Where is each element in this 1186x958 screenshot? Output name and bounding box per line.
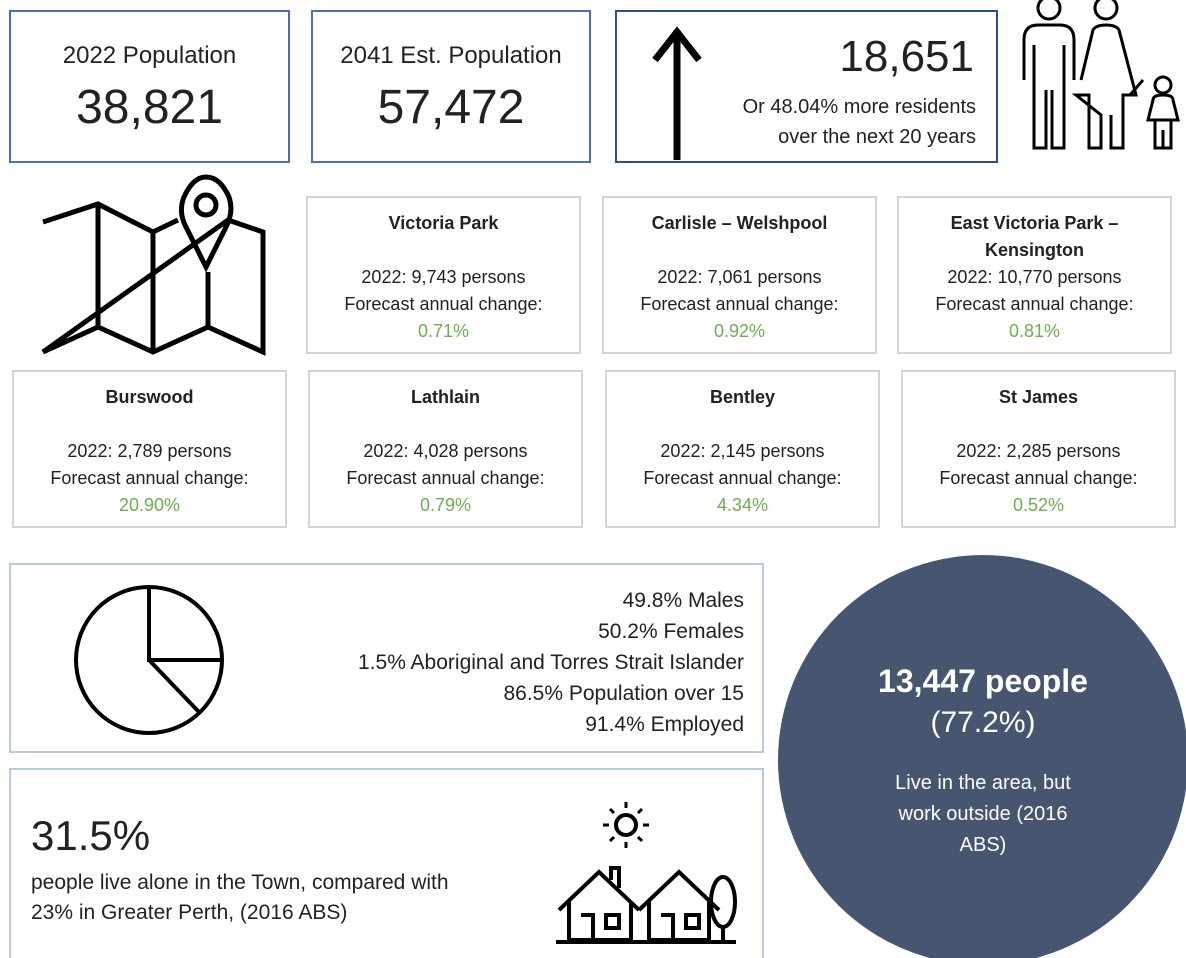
stat-label: 2041 Est. Population: [340, 42, 562, 69]
suburb-population: 2022: 4,028 persons: [363, 441, 528, 461]
suburb-name: Lathlain: [410, 387, 480, 407]
stat-value: 38,821: [76, 81, 223, 134]
stat-value: 57,472: [377, 81, 525, 134]
pie-icon: [74, 585, 224, 735]
change-label: Forecast annual change:: [643, 468, 842, 488]
change-value: 0.52%: [1012, 495, 1065, 515]
change-label: Forecast annual change:: [939, 468, 1138, 488]
suburb-card: Victoria Park 2022: 9,743 persons Forecast…: [306, 196, 581, 354]
suburb-name: Carlisle – Welshpool: [651, 213, 828, 233]
demographic-line: 49.8% Males: [622, 589, 744, 612]
change-label: Forecast annual change:: [935, 294, 1134, 314]
growth-value: 18,651: [839, 32, 974, 81]
stat-label: 2022 Population: [62, 42, 237, 69]
change-label: Forecast annual change:: [640, 294, 839, 314]
living-alone-box: 31.5% people live alone in the Town, com…: [9, 768, 764, 958]
commuters-circle: [778, 555, 1186, 958]
growth-box: 18,651 Or 48.04% more residents over the…: [615, 10, 998, 163]
suburb-population: 2022: 7,061 persons: [657, 267, 822, 287]
suburb-name: Bentley: [709, 387, 776, 407]
change-label: Forecast annual change:: [50, 468, 249, 488]
commuters-text-block: 13,447 people (77.2%) Live in the area, …: [808, 663, 1158, 861]
change-label: Forecast annual change:: [346, 468, 545, 488]
houses-icon: [556, 802, 737, 944]
commuters-value: 13,447 people: [878, 663, 1088, 699]
demographic-line: 86.5% Population over 15: [503, 682, 744, 705]
demographic-line: 91.4% Employed: [585, 713, 744, 736]
map-icon: [41, 174, 266, 356]
change-value: 0.79%: [419, 495, 472, 515]
change-value: 0.71%: [417, 321, 470, 341]
suburb-card: Burswood 2022: 2,789 persons Forecast annu…: [12, 370, 287, 528]
suburb-card: Lathlain 2022: 4,028 persons Forecast annu…: [308, 370, 583, 528]
alone-value: 31.5%: [31, 812, 151, 859]
suburb-population: 2022: 2,789 persons: [67, 441, 232, 461]
alone-text: people live alone in the Town, compared …: [31, 871, 449, 924]
growth-text: Or 48.04% more residents: [742, 96, 976, 118]
stat-box: 2022 Population 38,821: [9, 10, 290, 163]
change-value: 0.92%: [713, 321, 766, 341]
suburb-population: 2022: 2,145 persons: [660, 441, 825, 461]
demographics-box: 49.8% Males 50.2% Females 1.5% Aboriginal …: [9, 563, 764, 753]
family-icon: [1022, 0, 1180, 150]
change-label: Forecast annual change:: [344, 294, 543, 314]
suburb-card: Carlisle – Welshpool 2022: 7,061 persons F…: [602, 196, 877, 354]
commuters-text: Live in the area, but work outside (2016…: [895, 772, 1071, 856]
suburb-name: St James: [998, 387, 1079, 407]
suburb-population: 2022: 2,285 persons: [956, 441, 1121, 461]
suburb-population: 2022: 10,770 persons: [947, 267, 1122, 287]
demographic-line: 1.5% Aboriginal and Torres Strait Island…: [358, 651, 744, 674]
commuters-percent: (77.2%): [930, 706, 1036, 739]
change-value: 4.34%: [716, 495, 769, 515]
stat-box: 2041 Est. Population 57,472: [311, 10, 591, 163]
suburb-card: East Victoria Park – Kensington 2022: 10,…: [897, 196, 1172, 354]
suburb-name: Victoria Park: [388, 213, 499, 233]
growth-text: over the next 20 years: [778, 126, 976, 148]
up-arrow-icon: [652, 26, 702, 160]
suburb-population: 2022: 9,743 persons: [361, 267, 526, 287]
suburb-card: St James 2022: 2,285 persons Forecast annu…: [901, 370, 1176, 528]
suburb-name: East Victoria Park – Kensington: [950, 213, 1119, 260]
change-value: 0.81%: [1008, 321, 1061, 341]
change-value: 20.90%: [118, 495, 181, 515]
suburb-name: Burswood: [105, 387, 194, 407]
demographic-line: 50.2% Females: [598, 620, 744, 643]
suburb-card: Bentley 2022: 2,145 persons Forecast annua…: [605, 370, 880, 528]
